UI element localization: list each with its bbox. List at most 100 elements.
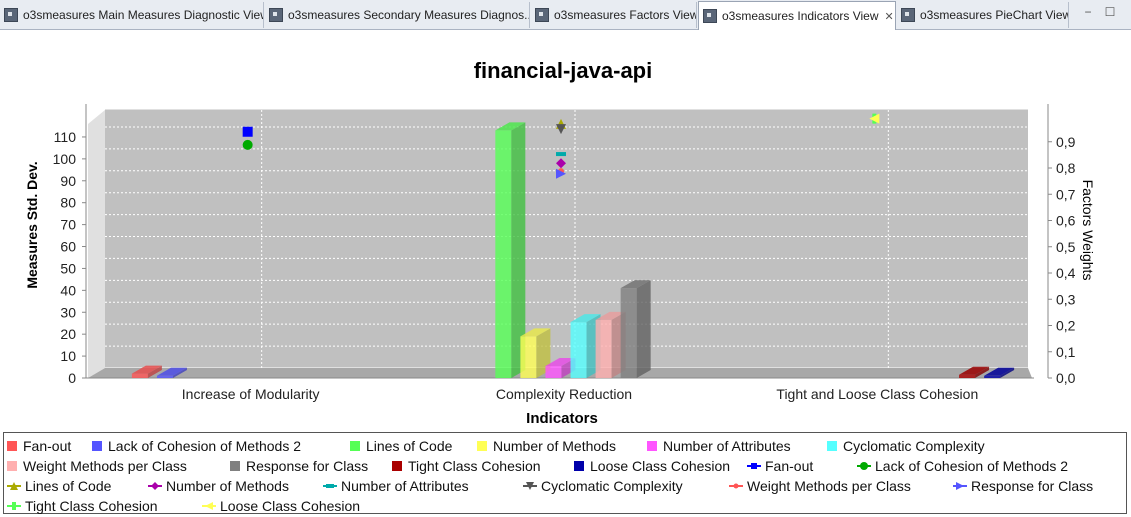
y2-tick-label: 0,5: [1056, 239, 1076, 255]
point: [242, 139, 253, 150]
y2-tick-label: 0,6: [1056, 213, 1076, 229]
bar: [495, 122, 526, 379]
y-tick-label: 60: [60, 239, 76, 255]
legend-swatch: [7, 481, 21, 491]
legend-label: Cyclomatic Complexity: [843, 438, 985, 454]
y-tick-label: 70: [60, 217, 76, 233]
y-tick-label: 40: [60, 282, 76, 298]
legend-item: Lack of Cohesion of Methods 2: [92, 437, 301, 455]
plot-side-wall: [88, 110, 105, 378]
legend-swatch: [523, 481, 537, 491]
legend-item: Loose Class Cohesion: [574, 457, 730, 475]
legend-label: Number of Attributes: [341, 478, 469, 494]
legend-label: Response for Class: [246, 458, 369, 474]
view-icon: [703, 9, 717, 23]
view-icon: [269, 8, 283, 22]
legend-item: Loose Class Cohesion: [202, 497, 360, 515]
legend-swatch: [747, 461, 761, 471]
y-tick-label: 50: [60, 260, 76, 276]
y-tick-label: 30: [60, 304, 76, 320]
legend-swatch: [350, 441, 360, 451]
legend-swatch: [953, 481, 967, 491]
legend-item: Lack of Cohesion of Methods 2: [857, 457, 1068, 475]
plot-back-wall: [105, 109, 1028, 368]
minimize-icon[interactable]: −: [1084, 5, 1092, 19]
bar: [620, 280, 651, 378]
legend-swatch: [574, 461, 584, 471]
legend-label: Fan-out: [23, 438, 72, 454]
legend-label: Tight Class Cohesion: [408, 458, 541, 474]
legend-item: Number of Attributes: [323, 477, 469, 495]
legend-label: Lack of Cohesion of Methods 2: [108, 438, 302, 454]
legend-label: Cyclomatic Complexity: [541, 478, 683, 494]
bar: [131, 365, 162, 378]
x-axis-label: Indicators: [526, 410, 598, 427]
legend-label: Response for Class: [971, 478, 1094, 494]
indicators-chart: financial-java-api Measures Std. Dev. Fa…: [24, 58, 1096, 427]
chart-legend: Fan-out Lack of Cohesion of Methods 2 Line…: [3, 432, 1127, 514]
chart-panel: financial-java-api Measures Std. Dev. Fa…: [0, 30, 1131, 517]
tab-factors-view[interactable]: o3smeasures Factors View: [531, 2, 697, 28]
tab-piechart-view[interactable]: o3smeasures PieChart View: [897, 2, 1069, 28]
legend-item: Weight Methods per Class: [7, 457, 187, 475]
point: [556, 158, 566, 169]
y2-tick-label: 0,9: [1056, 134, 1076, 150]
y2-tick-label: 0,4: [1056, 265, 1076, 281]
x-tick-label: Complexity Reduction: [496, 386, 632, 402]
y-tick-label: 90: [60, 173, 76, 189]
tab-label: o3smeasures Indicators View: [722, 9, 879, 23]
bar: [959, 366, 990, 378]
legend-label: Tight Class Cohesion: [25, 498, 158, 514]
legend-swatch: [392, 461, 402, 471]
legend-label: Weight Methods per Class: [23, 458, 187, 474]
secondary-y-axis-label: Factors Weights: [1080, 180, 1096, 281]
legend-item: Number of Methods: [148, 477, 289, 495]
legend-item: Response for Class: [953, 477, 1093, 495]
tab-label: o3smeasures Factors View: [554, 8, 697, 22]
point: [869, 113, 880, 124]
legend-item: Number of Attributes: [647, 437, 791, 455]
legend-swatch: [827, 441, 837, 451]
tab-secondary-measures-diagnostic[interactable]: o3smeasures Secondary Measures Diagnos..…: [265, 2, 530, 28]
legend-label: Number of Methods: [493, 438, 616, 454]
legend-swatch: [647, 441, 657, 451]
legend-label: Number of Attributes: [663, 438, 791, 454]
bar: [156, 367, 187, 378]
y-tick-label: 10: [60, 348, 76, 364]
legend-swatch: [7, 501, 21, 511]
x-tick-label: Tight and Loose Class Cohesion: [776, 386, 978, 402]
y-tick-label: 100: [53, 151, 77, 167]
maximize-icon[interactable]: ☐: [1104, 5, 1116, 19]
tab-indicators-view[interactable]: o3smeasures Indicators View ✕: [698, 1, 896, 30]
chart-title: financial-java-api: [474, 58, 653, 83]
point: [556, 152, 566, 157]
legend-swatch: [7, 461, 17, 471]
point: [556, 124, 566, 135]
y-tick-label: 80: [60, 195, 76, 211]
legend-item: Lines of Code: [7, 477, 111, 495]
legend-swatch: [323, 481, 337, 491]
legend-item: Tight Class Cohesion: [392, 457, 541, 475]
legend-swatch: [729, 481, 743, 491]
legend-swatch: [92, 441, 102, 451]
legend-label: Loose Class Cohesion: [590, 458, 731, 474]
y2-tick-label: 0,3: [1056, 291, 1076, 307]
tab-main-measures-diagnostic[interactable]: o3smeasures Main Measures Diagnostic Vie…: [0, 2, 264, 28]
y-tick-label: 110: [54, 129, 77, 145]
close-icon[interactable]: ✕: [884, 10, 894, 23]
x-tick-label: Increase of Modularity: [182, 386, 320, 402]
y-axis-label: Measures Std. Dev.: [24, 161, 40, 288]
y-tick-label: 20: [60, 326, 76, 342]
view-icon: [535, 8, 549, 22]
legend-swatch: [202, 501, 216, 511]
legend-swatch: [857, 461, 871, 471]
view-icon: [4, 8, 18, 22]
legend-label: Lines of Code: [25, 478, 112, 494]
point: [556, 168, 566, 179]
y2-tick-label: 0,1: [1056, 344, 1076, 360]
y2-tick-label: 0,7: [1056, 186, 1076, 202]
legend-label: Lines of Code: [366, 438, 453, 454]
legend-swatch: [230, 461, 240, 471]
legend-label: Number of Methods: [166, 478, 289, 494]
tab-label: o3smeasures PieChart View: [920, 8, 1069, 22]
